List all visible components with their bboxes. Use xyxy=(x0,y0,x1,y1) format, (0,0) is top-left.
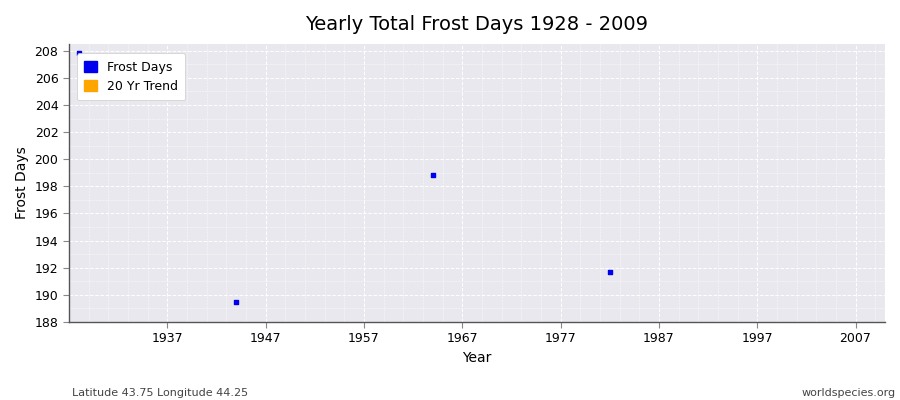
Text: worldspecies.org: worldspecies.org xyxy=(801,388,896,398)
Point xyxy=(71,50,86,56)
Point xyxy=(602,269,616,275)
Title: Yearly Total Frost Days 1928 - 2009: Yearly Total Frost Days 1928 - 2009 xyxy=(305,15,648,34)
Point xyxy=(426,172,440,179)
Point xyxy=(229,298,243,305)
Text: Latitude 43.75 Longitude 44.25: Latitude 43.75 Longitude 44.25 xyxy=(72,388,248,398)
Legend: Frost Days, 20 Yr Trend: Frost Days, 20 Yr Trend xyxy=(76,53,185,100)
Y-axis label: Frost Days: Frost Days xyxy=(15,146,29,219)
X-axis label: Year: Year xyxy=(463,351,491,365)
